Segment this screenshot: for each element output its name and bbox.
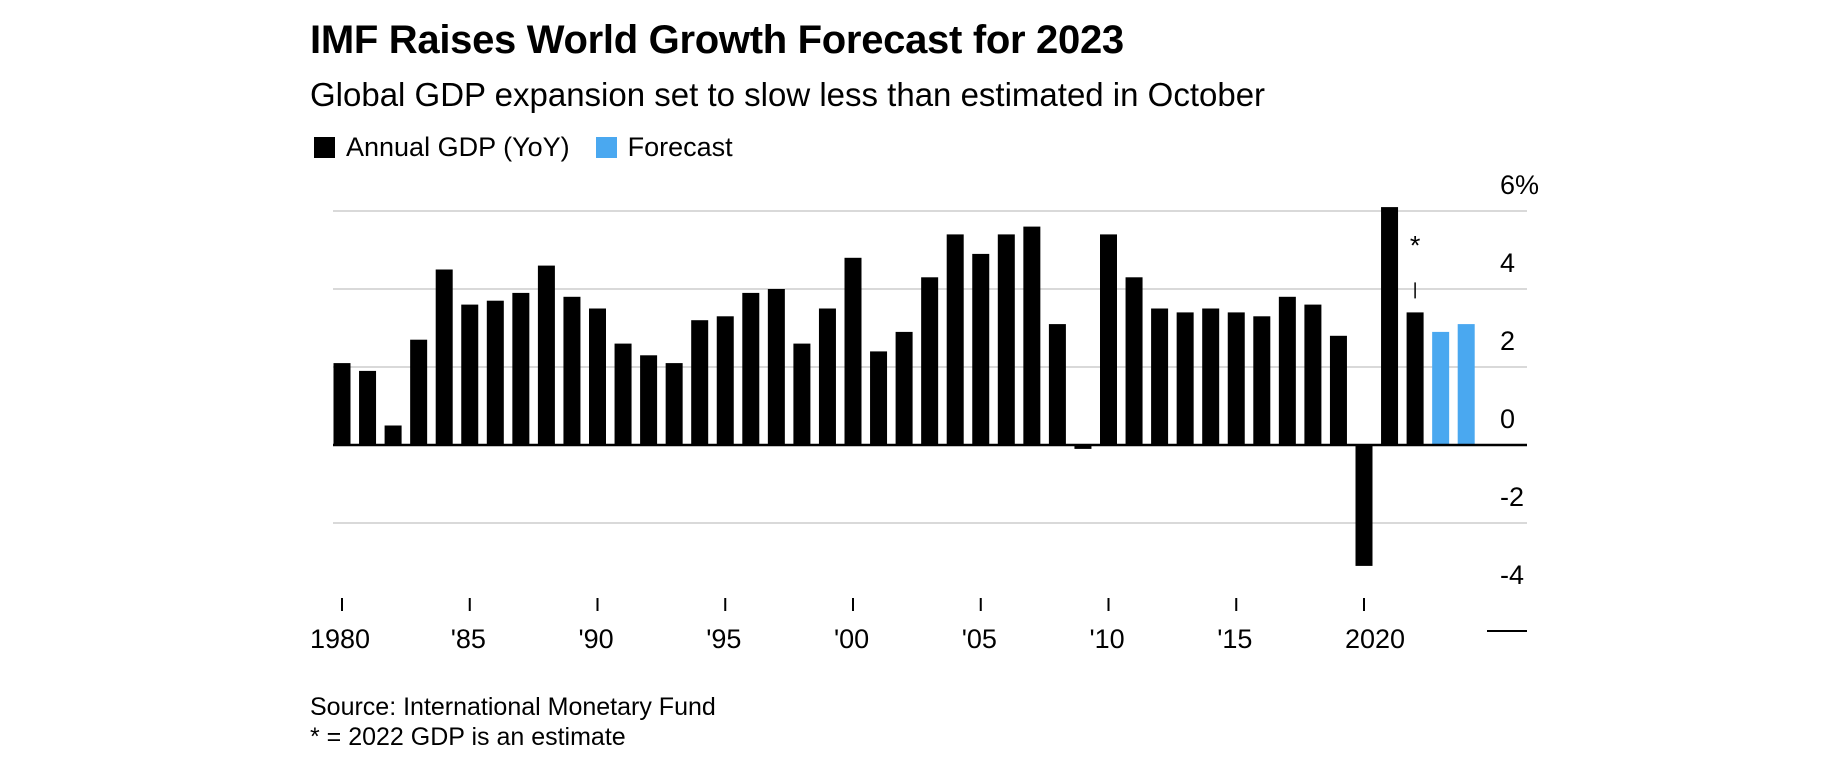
bar-annual-gdp [333, 363, 351, 445]
x-tick-label: '00 [834, 624, 869, 654]
chart-title: IMF Raises World Growth Forecast for 202… [310, 18, 1124, 62]
bar-annual-gdp [997, 234, 1015, 445]
bar-annual-gdp [640, 355, 658, 445]
bar-annual-gdp [614, 343, 632, 445]
bar-annual-gdp [1253, 316, 1271, 445]
x-tick-label: '90 [579, 624, 614, 654]
bar-annual-gdp [665, 363, 683, 445]
bar-annual-gdp [921, 277, 939, 445]
bar-annual-gdp [359, 370, 377, 445]
bar-forecast [1432, 331, 1450, 445]
bar-annual-gdp [1048, 324, 1066, 445]
bar-annual-gdp [870, 351, 888, 445]
y-tick-label: 0 [1500, 404, 1515, 434]
bar-annual-gdp [716, 316, 734, 445]
bar-annual-gdp [767, 289, 785, 445]
bar-annual-gdp [895, 331, 913, 445]
y-tick-label: -2 [1500, 482, 1524, 512]
source-text: Source: International Monetary Fund [310, 693, 716, 721]
x-tick-label: '10 [1090, 624, 1125, 654]
legend-item-forecast: Forecast [595, 132, 733, 163]
bar-annual-gdp [1151, 308, 1169, 445]
x-tick-label: '15 [1217, 624, 1252, 654]
y-tick-label: 6% [1500, 170, 1539, 200]
legend-label-annual-gdp: Annual GDP (YoY) [346, 132, 570, 162]
bar-annual-gdp [1125, 277, 1143, 445]
bar-annual-gdp [384, 425, 402, 445]
bar-annual-gdp [1304, 304, 1322, 445]
bar-annual-gdp [972, 253, 990, 445]
bar-annual-gdp [537, 265, 555, 445]
bar-annual-gdp [1176, 312, 1194, 445]
chart-subtitle: Global GDP expansion set to slow less th… [310, 76, 1266, 113]
bar-annual-gdp [512, 292, 530, 445]
y-tick-label: 2 [1500, 326, 1515, 356]
chart-footer: Source: International Monetary Fund * = … [310, 692, 716, 752]
bar-annual-gdp [691, 320, 709, 445]
legend-swatch-forecast [595, 137, 617, 158]
y-tick-label: 4 [1500, 248, 1515, 278]
x-tick-label: '95 [706, 624, 741, 654]
bar-annual-gdp [1329, 335, 1347, 445]
bar-annual-gdp [461, 304, 479, 445]
annotation-asterisk: * [1410, 230, 1421, 260]
bar-annual-gdp [793, 343, 811, 445]
bar-annual-gdp [1074, 445, 1092, 449]
bar-annual-gdp [1355, 445, 1373, 566]
bar-annual-gdp [844, 257, 862, 445]
legend-item-annual-gdp: Annual GDP (YoY) [314, 132, 570, 163]
y-tick-label: -4 [1500, 560, 1524, 590]
x-tick-label: '05 [962, 624, 997, 654]
legend-label-forecast: Forecast [627, 132, 733, 162]
footnote-text: * = 2022 GDP is an estimate [310, 723, 626, 751]
bar-annual-gdp [410, 339, 428, 445]
bar-annual-gdp [1227, 312, 1245, 445]
x-tick-label: '85 [451, 624, 486, 654]
bar-annual-gdp [1023, 226, 1041, 445]
x-tick-label: 1980 [310, 624, 370, 654]
bar-annual-gdp [1406, 312, 1424, 445]
bar-annual-gdp [1100, 234, 1117, 445]
bar-annual-gdp [1278, 296, 1296, 445]
bar-annual-gdp [563, 296, 581, 445]
legend: Annual GDP (YoY) Forecast [314, 132, 759, 163]
bar-forecast [1457, 324, 1475, 445]
bar-annual-gdp [1202, 308, 1220, 445]
bar-annual-gdp [589, 308, 606, 445]
bar-annual-gdp [818, 308, 836, 445]
legend-swatch-annual-gdp [314, 137, 335, 158]
bar-annual-gdp [742, 292, 760, 445]
bar-annual-gdp [946, 234, 964, 445]
bar-annual-gdp [1381, 207, 1399, 445]
x-tick-label: 2020 [1345, 624, 1405, 654]
bar-annual-gdp [486, 300, 504, 445]
bar-annual-gdp [435, 269, 453, 445]
